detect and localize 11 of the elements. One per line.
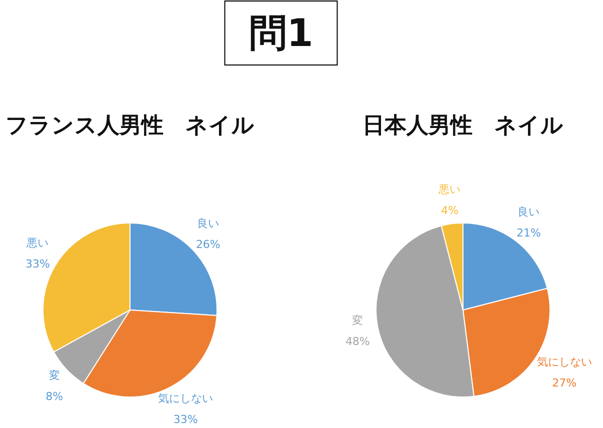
data-label: 悪い 33% [25, 236, 50, 270]
data-label: 良い 21% [516, 205, 541, 240]
data-label: 気にしない 33% [158, 392, 214, 426]
data-label: 変 48% [345, 314, 370, 348]
data-label: 気にしない 27% [536, 355, 592, 390]
data-label: 悪い 4% [438, 182, 461, 217]
title: 日本人男性 ネイル [362, 114, 564, 138]
title: フランス人男性 ネイル [6, 114, 254, 138]
annotation: 問1 [248, 11, 314, 55]
data-label: 良い 26% [196, 217, 220, 252]
data-label: 変 8% [46, 368, 64, 403]
